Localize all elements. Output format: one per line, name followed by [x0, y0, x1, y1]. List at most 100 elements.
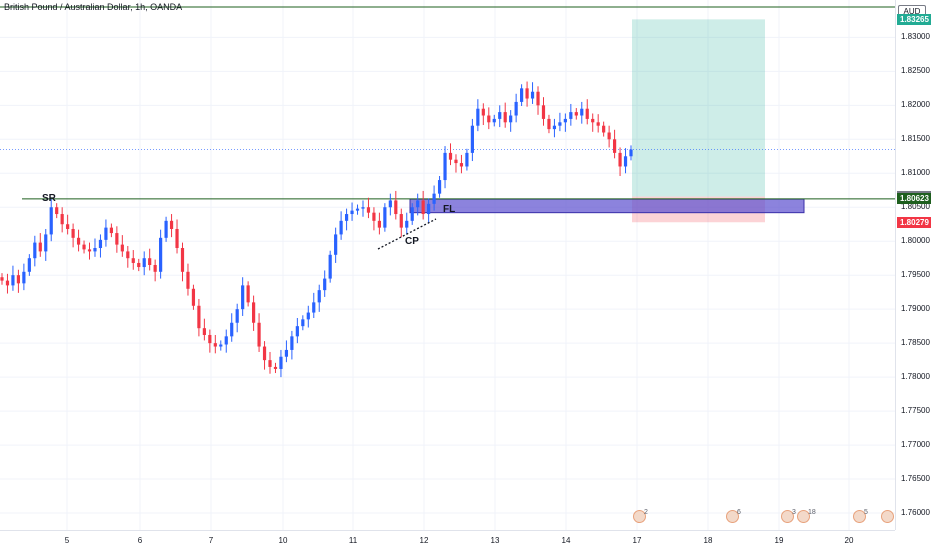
candle-body: [262, 346, 267, 361]
candle-body: [596, 122, 600, 126]
price-tick-label: 1.82000: [901, 100, 930, 110]
candle-body: [377, 220, 381, 228]
candle-body: [454, 159, 458, 164]
symbol-title[interactable]: British Pound / Australian Dollar, 1h, O…: [4, 2, 183, 12]
candle-body: [268, 360, 272, 367]
event-count: 2: [644, 509, 648, 516]
price-tick-label: 1.80500: [901, 202, 930, 212]
price-tick-label: 1.77000: [901, 440, 930, 450]
time-label: 5: [64, 536, 70, 545]
cp-label: CP: [405, 236, 419, 247]
candle-body: [443, 152, 447, 181]
candle-body: [109, 227, 113, 234]
event-flag-icon[interactable]: [726, 510, 739, 523]
candle-body: [547, 118, 551, 130]
candle-body: [273, 366, 278, 369]
candle-body: [416, 200, 420, 208]
candle-body: [552, 125, 557, 130]
candle-body: [509, 115, 513, 123]
candle-body: [410, 207, 414, 221]
candle-body: [213, 343, 217, 347]
time-axis[interactable]: 5 6 7 10 11 12 13 14 17 18 19 20: [0, 530, 895, 550]
candle-body: [405, 220, 409, 228]
candle-body: [465, 152, 469, 167]
candle-body: [514, 101, 518, 116]
candle-body: [142, 258, 146, 268]
fl-zone: [409, 198, 805, 214]
price-tick-label: 1.79000: [901, 304, 930, 314]
event-flag-icon[interactable]: [853, 510, 866, 523]
candle-body: [93, 248, 97, 252]
event-flag-icon[interactable]: [797, 510, 810, 523]
candle-body: [312, 302, 316, 313]
candle-body: [169, 220, 174, 229]
candle-body: [241, 285, 245, 310]
candle-body: [202, 328, 206, 335]
candle-body: [219, 344, 223, 347]
event-count: 6: [737, 509, 741, 516]
price-tag: 1.80279: [897, 216, 931, 228]
price-tick-label: 1.76500: [901, 474, 930, 484]
candle-body: [339, 220, 343, 235]
candle-body: [87, 249, 92, 252]
candle-body: [191, 288, 196, 306]
candle-body: [399, 214, 403, 228]
time-label: 7: [208, 536, 214, 545]
chart-svg[interactable]: [0, 0, 895, 530]
candle-body: [49, 207, 53, 235]
time-label: 11: [348, 536, 358, 545]
candle-body: [82, 244, 86, 250]
price-tick-label: 1.80000: [901, 236, 930, 246]
candle-body: [487, 115, 491, 123]
candle-body: [153, 265, 157, 272]
candle-body: [563, 118, 567, 123]
candle-body: [126, 251, 130, 259]
event-flag-icon[interactable]: [633, 510, 646, 523]
time-label: 20: [844, 536, 854, 545]
candle-body: [618, 152, 622, 167]
candle-body: [323, 278, 327, 291]
time-label: 6: [137, 536, 143, 545]
candle-body: [246, 285, 250, 303]
time-label: 13: [490, 536, 500, 545]
position-zones: [409, 19, 805, 223]
price-tick-label: 1.81500: [901, 134, 930, 144]
candle-body: [224, 336, 228, 345]
candle-body: [623, 156, 628, 167]
candle-body: [558, 122, 562, 126]
candle-body: [230, 322, 234, 337]
candle-body: [383, 207, 387, 228]
candle-body: [55, 207, 59, 215]
candle-body: [629, 149, 633, 157]
time-label: 19: [774, 536, 784, 545]
candle-body: [148, 258, 152, 265]
candle-body: [350, 210, 354, 215]
candle-body: [284, 349, 289, 357]
candle-body: [257, 322, 261, 347]
candle-body: [290, 336, 294, 350]
candle-body: [541, 105, 546, 119]
event-flag-icon[interactable]: [881, 510, 894, 523]
candle-body: [5, 280, 10, 286]
candle-body: [16, 275, 21, 284]
candle-body: [60, 214, 64, 225]
candle-body: [98, 239, 103, 249]
candle-body: [328, 254, 332, 279]
drawings: [377, 218, 437, 250]
candle-body: [520, 88, 524, 102]
grid: [0, 0, 895, 530]
target-zone: [632, 19, 765, 197]
price-tick-label: 1.77500: [901, 406, 930, 416]
candle-body: [366, 207, 371, 213]
candle-body: [33, 242, 37, 259]
price-axis[interactable]: AUD 1.83000 1.82500 1.82000 1.81500 1.81000 1…: [895, 0, 932, 530]
time-label: 12: [419, 536, 429, 545]
chart-canvas[interactable]: British Pound / Australian Dollar, 1h, O…: [0, 0, 895, 530]
price-tick-label: 1.81000: [901, 168, 930, 178]
candle-body: [208, 334, 212, 344]
event-flag-icon[interactable]: [781, 510, 794, 523]
horizontal-lines: [0, 6, 895, 200]
event-count: 3: [792, 509, 796, 516]
candle-body: [27, 258, 31, 272]
candle-body: [476, 108, 480, 126]
